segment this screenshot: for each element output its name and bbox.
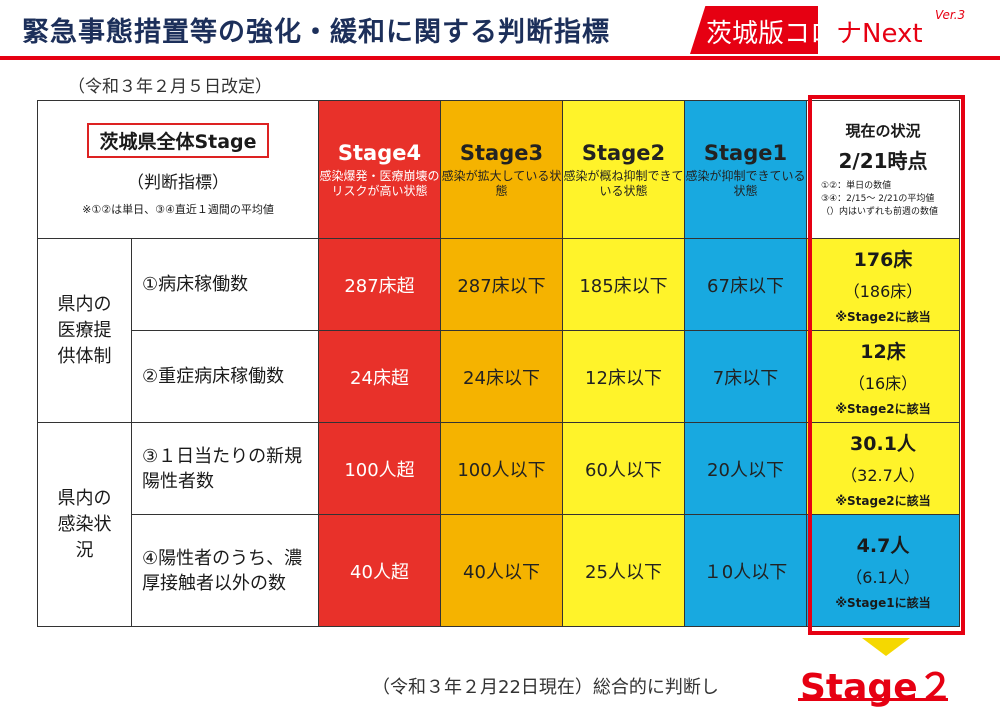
current-value-cell: 4.7人 （6.1人） ※Stage1に該当 [806, 514, 960, 627]
stage3-value: 287床以下 [440, 238, 563, 331]
stage1-desc: 感染が抑制できている状態 [685, 168, 806, 198]
current-value: 176床 [853, 248, 913, 271]
brand-version: Ver.3 [935, 8, 966, 22]
stage1-header: Stage1 感染が抑制できている状態 [684, 100, 807, 239]
current-status-title: 現在の状況 [845, 122, 921, 140]
current-value-cell: 12床 （16床） ※Stage2に該当 [806, 330, 960, 423]
stage1-value: 7床以下 [684, 330, 807, 423]
current-value-cell: 30.1人 （32.7人） ※Stage2に該当 [806, 422, 960, 515]
stage3-desc: 感染が拡大している状態 [441, 168, 562, 198]
brand-text-red: ナNext [836, 19, 923, 49]
stage2-value: 25人以下 [562, 514, 685, 627]
current-note-3: （）内はいずれも前週の数値 [821, 207, 939, 217]
stage1-value: 20人以下 [684, 422, 807, 515]
current-value: 12床 [860, 340, 906, 363]
brand-logo: 茨城版コロナNext Ver.3 [690, 6, 1000, 54]
stage2-header: Stage2 感染が概ね抑制できている状態 [562, 100, 685, 239]
current-status-date: 2/21時点 [838, 149, 928, 173]
previous-value: （6.1人） [846, 567, 920, 587]
table-row: ④陽性者のうち、濃厚接触者以外の数 40人超 40人以下 25人以下 １0人以下… [38, 514, 960, 627]
current-status-header: 現在の状況 2/21時点 ①②：単日の数値 ③④：2/15～ 2/21の平均値 … [806, 100, 960, 239]
page-title: 緊急事態措置等の強化・緩和に関する判断指標 [22, 17, 610, 48]
title-divider [0, 56, 1000, 60]
header-indicator-cell: 茨城県全体Stage （判断指標） ※①②は単日、③④直近１週間の平均値 [37, 100, 319, 239]
stage-judgement: ※Stage2に該当 [835, 309, 931, 324]
stage-judgement: ※Stage2に該当 [835, 401, 931, 416]
stage2-value: 12床以下 [562, 330, 685, 423]
previous-value: （32.7人） [841, 465, 925, 485]
stage2-desc: 感染が概ね抑制できている状態 [563, 168, 684, 198]
overall-stage-badge: 茨城県全体Stage [87, 122, 269, 158]
table-row: ②重症病床稼働数 24床超 24床以下 12床以下 7床以下 12床 （16床）… [38, 330, 960, 423]
stage3-value: 40人以下 [440, 514, 563, 627]
revision-date: （令和３年２月５日改定） [68, 77, 272, 97]
brand-text: 茨城版コロナNext [706, 13, 923, 50]
judgement-statement: （令和３年２月22日現在）総合的に判断し [372, 677, 719, 698]
current-value-cell: 176床 （186床） ※Stage2に該当 [806, 238, 960, 331]
stage3-name: Stage3 [459, 140, 544, 165]
group-medical: 県内の医療提供体制 [37, 238, 132, 423]
stage3-value: 100人以下 [440, 422, 563, 515]
group-label: 県内の感染状況 [57, 487, 112, 561]
stage4-value: 100人超 [318, 422, 441, 515]
current-value: 4.7人 [856, 534, 910, 557]
stage4-header: Stage4 感染爆発・医療崩壊のリスクが高い状態 [318, 100, 441, 239]
current-note-1: ①②：単日の数値 [821, 181, 892, 191]
stage-judgement: ※Stage1に該当 [835, 595, 931, 610]
group-infection: 県内の感染状況 [37, 422, 132, 627]
indicator-label: ④陽性者のうち、濃厚接触者以外の数 [131, 514, 319, 627]
table-row: 県内の医療提供体制 ①病床稼働数 287床超 287床以下 185床以下 67床… [37, 238, 960, 423]
stage1-value: １0人以下 [684, 514, 807, 627]
indicator-subtitle: （判断指標） [127, 172, 229, 193]
stage-indicator-table: 茨城県全体Stage （判断指標） ※①②は単日、③④直近１週間の平均値 Sta… [37, 100, 960, 627]
stage4-value: 40人超 [318, 514, 441, 627]
stage2-name: Stage2 [581, 140, 666, 165]
previous-value: （16床） [848, 373, 918, 393]
stage2-value: 185床以下 [562, 238, 685, 331]
table-row: 県内の感染状況 ③１日当たりの新規陽性者数 100人超 100人以下 60人以下… [37, 422, 960, 627]
stage4-name: Stage4 [337, 140, 422, 165]
indicator-label: ③１日当たりの新規陽性者数 [131, 422, 319, 515]
stage3-value: 24床以下 [440, 330, 563, 423]
final-stage-underline [798, 698, 948, 701]
current-note-2: ③④：2/15～ 2/21の平均値 [821, 194, 935, 204]
previous-value: （186床） [843, 281, 923, 301]
stage3-header: Stage3 感染が拡大している状態 [440, 100, 563, 239]
stage4-value: 287床超 [318, 238, 441, 331]
stage4-desc: 感染爆発・医療崩壊のリスクが高い状態 [319, 168, 440, 198]
stage1-value: 67床以下 [684, 238, 807, 331]
brand-red-band [690, 6, 818, 54]
stage1-name: Stage1 [703, 140, 788, 165]
group-label: 県内の医療提供体制 [57, 293, 112, 367]
indicator-label: ①病床稼働数 [131, 238, 319, 331]
current-value: 30.1人 [850, 432, 916, 455]
indicator-note: ※①②は単日、③④直近１週間の平均値 [82, 202, 274, 216]
stage-judgement: ※Stage2に該当 [835, 493, 931, 508]
arrow-down-icon [862, 638, 910, 656]
stage2-value: 60人以下 [562, 422, 685, 515]
brand-text-white: 茨城版コロ [706, 19, 837, 49]
stage4-value: 24床超 [318, 330, 441, 423]
indicator-label: ②重症病床稼働数 [131, 330, 319, 423]
